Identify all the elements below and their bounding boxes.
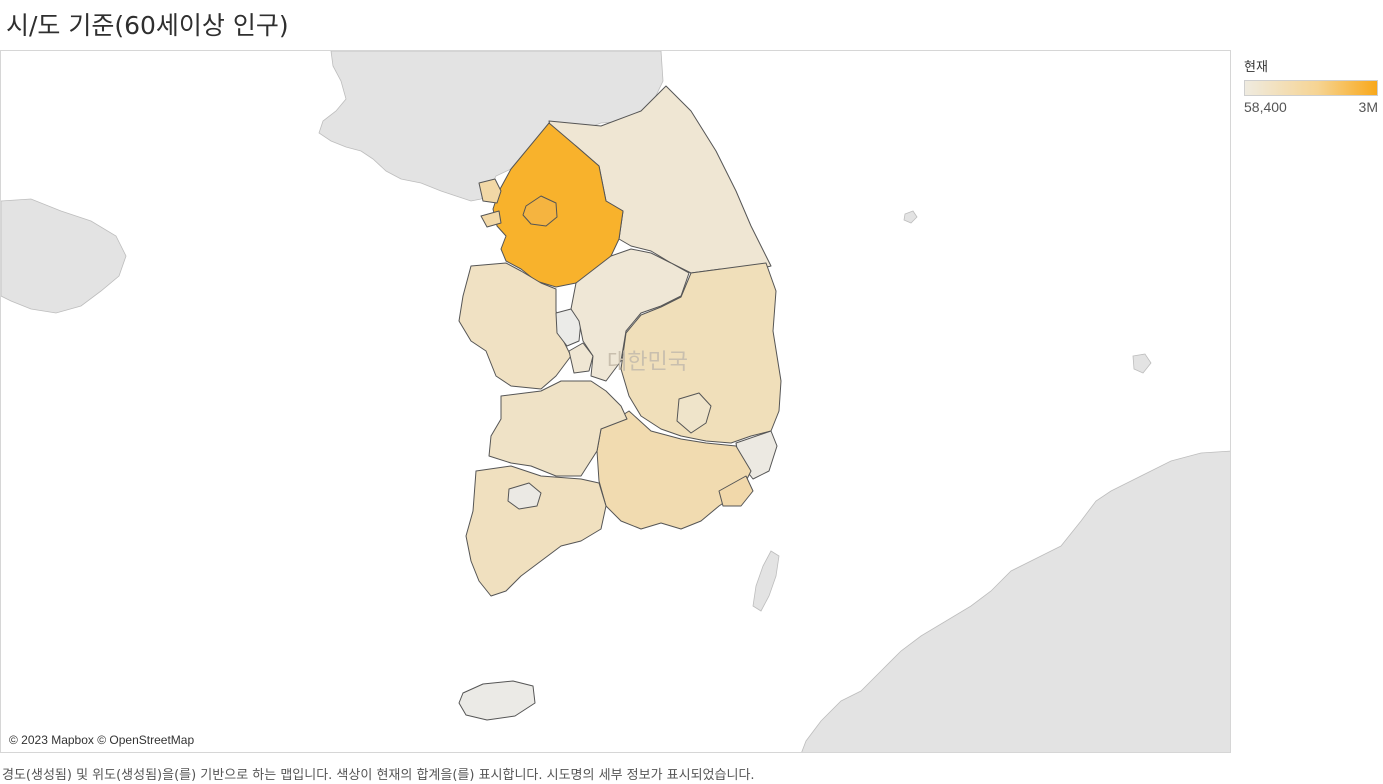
japan-land bbox=[801, 450, 1230, 752]
map-attribution[interactable]: © 2023 Mapbox © OpenStreetMap bbox=[7, 732, 197, 748]
region-gyeonggi[interactable] bbox=[492, 122, 624, 288]
region-gwangju[interactable] bbox=[507, 482, 542, 510]
region-jeonnam[interactable] bbox=[465, 465, 607, 597]
region-jeonbuk[interactable] bbox=[488, 380, 628, 477]
color-legend: 현재 58,400 3M bbox=[1244, 56, 1380, 115]
page-title: 시/도 기준(60세이상 인구) bbox=[6, 11, 289, 40]
region-daejeon[interactable] bbox=[568, 342, 594, 374]
region-chungbuk[interactable] bbox=[570, 248, 690, 382]
china-west-land bbox=[1, 198, 127, 314]
map-view[interactable]: 대한민국 © 2023 Mapbox © OpenStreetMap bbox=[0, 50, 1231, 753]
korea-provinces bbox=[458, 85, 782, 721]
legend-max-label: 3M bbox=[1358, 99, 1378, 115]
map-caption: 경도(생성됨) 및 위도(생성됨)을(를) 기반으로 하는 맵입니다. 색상이 … bbox=[2, 768, 755, 783]
background-land bbox=[1, 51, 1230, 752]
legend-color-ramp bbox=[1244, 80, 1378, 96]
tsushima-land bbox=[752, 550, 780, 612]
legend-labels: 58,400 3M bbox=[1244, 99, 1378, 115]
region-jeju[interactable] bbox=[458, 680, 536, 721]
map-canvas[interactable]: 대한민국 bbox=[1, 51, 1231, 753]
region-busan[interactable] bbox=[718, 475, 754, 507]
legend-min-label: 58,400 bbox=[1244, 99, 1287, 115]
country-label: 대한민국 bbox=[607, 350, 688, 375]
region-seoul[interactable] bbox=[522, 195, 558, 227]
region-daegu[interactable] bbox=[676, 392, 712, 434]
region-incheon[interactable] bbox=[478, 178, 502, 228]
region-chungnam[interactable] bbox=[458, 262, 572, 390]
ulleungdo-land bbox=[903, 210, 918, 224]
china-north-land bbox=[318, 51, 664, 202]
oki-land bbox=[1132, 353, 1152, 374]
legend-title: 현재 bbox=[1244, 60, 1268, 75]
region-gyeongbuk[interactable] bbox=[620, 262, 782, 444]
